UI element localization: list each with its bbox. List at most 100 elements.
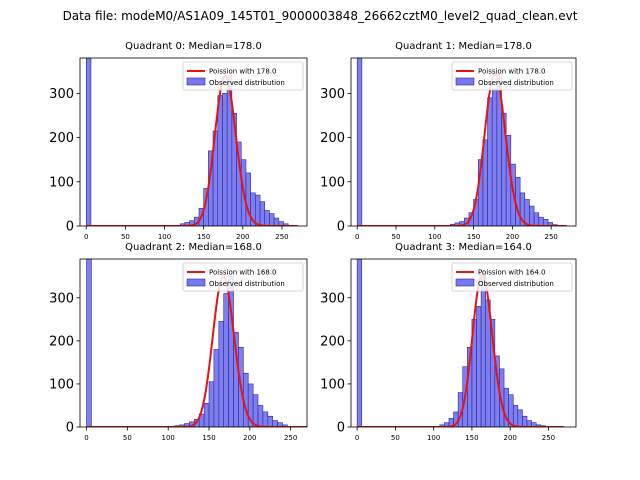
quadrant-2-bar [218,321,225,427]
quadrant-2-x-tick-label: 250 [284,434,297,442]
quadrant-0-x-tick-label: 150 [197,233,210,241]
quadrant-0-x-tick-label: 50 [121,233,130,241]
quadrant-3-y-tick-label: 300 [320,291,345,306]
figure-title: Data file: modeM0/AS1A09_145T01_90000038… [62,9,578,23]
quadrant-3-x-tick-label: 50 [391,434,400,442]
quadrant-3-y-tick-label: 0 [337,421,345,436]
quadrant-2-y-tick-label: 0 [66,421,74,436]
quadrant-1-x-tick-label: 150 [467,233,480,241]
quadrant-1-y-tick-label: 100 [320,175,345,190]
quadrant-2-bar [86,259,92,427]
quadrant-2-poisson-curve [86,274,307,427]
quadrant-3-legend [451,262,573,292]
quadrant-1-bar [533,212,540,226]
quadrant-0-bar [217,95,223,226]
quadrant-1-legend [451,61,573,91]
quadrant-2-x-tick-label: 0 [84,434,88,442]
quadrant-0-title: Quadrant 0: Median=178.0 [125,41,262,52]
quadrant-2-bar [208,381,215,427]
quadrant-0-legend-observed-label: Observed distribution [209,79,285,87]
quadrant-0-bar [283,223,289,226]
quadrant-3-bar [480,273,486,427]
quadrant-2-x-tick-label: 100 [161,434,174,442]
quadrant-0-y-tick-label: 300 [49,87,74,102]
quadrant-2-y-tick-label: 200 [49,334,74,349]
quadrant-1-y-tick-label: 200 [320,131,345,146]
quadrant-1-x-tick-label: 50 [392,233,401,241]
quadrant-3-y-tick-label: 100 [320,377,345,392]
quadrant-0-x-tick-label: 200 [236,233,249,241]
quadrant-1-bar [524,199,530,226]
quadrant-1-poisson-curve [357,72,567,226]
quadrant-2-legend-poisson-label: Poission with 168.0 [209,269,277,277]
quadrant-1-bar [356,58,363,226]
quadrant-2-bar [262,411,269,427]
quadrant-3-bar [476,306,482,427]
quadrant-0-bar [222,93,228,226]
quadrant-2-bar [213,349,220,427]
quadrant-1-legend-bar-swatch [455,77,475,86]
quadrant-3-bar [522,415,528,427]
quadrant-1-y-tick-label: 300 [320,87,345,102]
quadrant-2-legend-observed-label: Observed distribution [209,280,285,288]
quadrant-2-x-tick-label: 200 [243,434,256,442]
quadrant-3-bar [517,409,523,427]
quadrant-0-legend-poisson-label: Poission with 178.0 [209,68,277,76]
quadrant-1-x-tick-label: 200 [506,233,519,241]
quadrant-2-legend-bar-swatch [186,278,206,287]
quadrant-0-x-tick-label: 250 [275,233,288,241]
quadrant-1-x-tick-label: 0 [355,233,359,241]
quadrant-3-x-tick-label: 150 [465,434,478,442]
quadrant-0-poisson-curve [86,74,298,226]
quadrant-1-x-tick-label: 100 [428,233,441,241]
quadrant-1-bar [482,139,488,226]
quadrant-0-bar [245,172,251,226]
quadrant-2-legend [182,262,304,292]
quadrant-0-legend [182,61,304,91]
quadrant-0-x-tick-label: 0 [84,233,88,241]
quadrant-0-y-tick-label: 0 [66,220,74,235]
quadrant-1-legend-poisson-label: Poission with 178.0 [478,68,546,76]
quadrant-0-bar [269,213,275,226]
quadrant-1-panel: Quadrant 1: Median=178.0 0 50 100 150 200 250 0… [320,41,577,241]
quadrant-2-x-tick-label: 50 [123,434,132,442]
quadrant-3-bar [356,259,363,427]
quadrant-1-legend-observed-label: Observed distribution [478,79,554,87]
quadrant-1-bar [487,97,493,226]
quadrant-1-y-tick-label: 0 [337,220,345,235]
quadrant-0-axes-frame [79,57,308,227]
quadrant-1-x-tick-label: 250 [544,233,557,241]
quadrant-0-x-tick-label: 100 [158,233,171,241]
quadrant-2-bar [267,415,274,427]
quadrant-0-bar [259,201,266,226]
quadrant-2-bar [252,394,259,427]
quadrant-3-axes-frame [350,258,577,428]
quadrant-2-bar [203,403,210,427]
quadrant-2-panel: Quadrant 2: Median=168.0 0 50 100 150 200 250 0… [49,242,308,442]
quadrant-3-x-tick-label: 250 [542,434,555,442]
quadrant-2-y-tick-label: 100 [49,377,74,392]
quadrant-1-axes-frame [350,57,577,227]
quadrant-3-title: Quadrant 3: Median=164.0 [395,242,532,253]
quadrant-3-y-tick-label: 200 [320,334,345,349]
quadrant-3-x-tick-label: 100 [427,434,440,442]
quadrant-0-bar [264,210,270,226]
quadrant-0-y-tick-label: 200 [49,131,74,146]
quadrant-3-x-tick-label: 0 [355,434,359,442]
quadrant-1-bar [538,216,544,226]
quadrant-0-bar [255,194,261,226]
quadrant-2-title: Quadrant 2: Median=168.0 [125,242,262,253]
quadrant-2-bar [257,405,264,427]
quadrant-0-bar [273,217,280,226]
quadrant-1-bar [547,222,554,226]
quadrant-2-x-tick-label: 150 [202,434,215,442]
quadrant-3-legend-poisson-label: Poission with 164.0 [478,269,546,277]
quadrant-2-axes-frame [79,258,308,428]
quadrant-0-bar [85,58,92,226]
quadrant-3-legend-bar-swatch [455,278,475,287]
quadrant-2-bar [223,293,229,427]
quadrant-3-legend-observed-label: Observed distribution [478,280,554,288]
quadrant-1-title: Quadrant 1: Median=178.0 [395,41,532,52]
quadrant-0-y-tick-label: 100 [49,175,74,190]
